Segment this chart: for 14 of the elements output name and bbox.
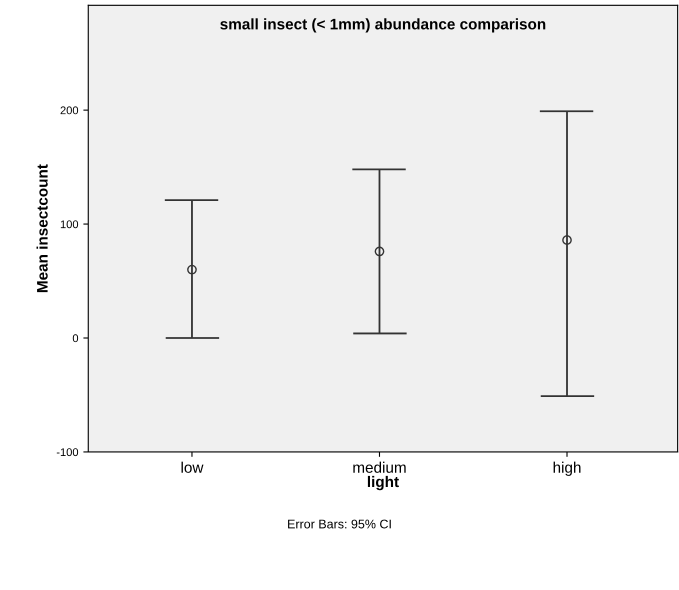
text: small insect (< 1mm) abundance comparison xyxy=(220,18,546,33)
point xyxy=(187,264,197,275)
x-tick-label: high xyxy=(554,462,580,476)
y-tick-label: -100 xyxy=(56,448,78,456)
x-axis-title: light xyxy=(368,476,399,490)
point xyxy=(562,235,572,245)
y-axis-title: Mean insectcount xyxy=(36,164,48,292)
point xyxy=(374,246,384,256)
y-tick-label: 100 xyxy=(60,220,78,228)
x-tick-label: medium xyxy=(353,462,406,473)
y-tick-label: 200 xyxy=(60,106,78,114)
x-tick-label: low xyxy=(182,462,204,473)
text: Error Bars: 95% CI xyxy=(288,520,391,528)
y-tick-label: 0 xyxy=(72,334,78,342)
